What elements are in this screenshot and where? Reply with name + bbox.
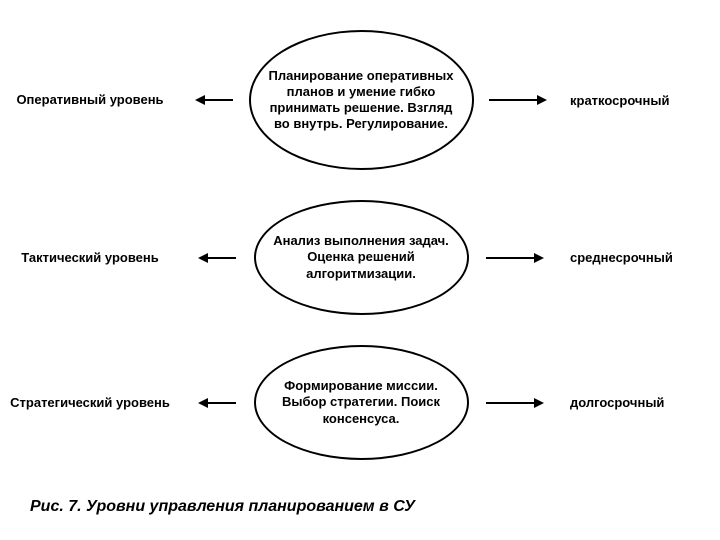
arrow-left xyxy=(198,398,236,408)
description-ellipse: Формирование миссии. Выбор стратегии. По… xyxy=(254,345,469,460)
description-ellipse: Планирование оперативных планов и умение… xyxy=(249,30,474,170)
duration-label: среднесрочный xyxy=(562,250,720,265)
arrow-right xyxy=(486,253,544,263)
arrow-left xyxy=(195,95,233,105)
duration-label: долгосрочный xyxy=(562,395,720,410)
level-label: Оперативный уровень xyxy=(0,92,180,108)
level-label: Стратегический уровень xyxy=(0,395,180,411)
arrow-right xyxy=(489,95,547,105)
description-ellipse: Анализ выполнения задач. Оценка решений … xyxy=(254,200,469,315)
duration-label: краткосрочный xyxy=(562,93,720,108)
diagram-row: Тактический уровень Анализ выполнения зад… xyxy=(0,200,720,315)
level-label: Тактический уровень xyxy=(0,250,180,266)
figure-caption: Рис. 7. Уровни управления планированием … xyxy=(30,498,415,516)
diagram-row: Стратегический уровень Формирование мисси… xyxy=(0,345,720,460)
diagram-row: Оперативный уровень Планирование оператив… xyxy=(0,30,720,170)
arrow-left xyxy=(198,253,236,263)
arrow-right xyxy=(486,398,544,408)
